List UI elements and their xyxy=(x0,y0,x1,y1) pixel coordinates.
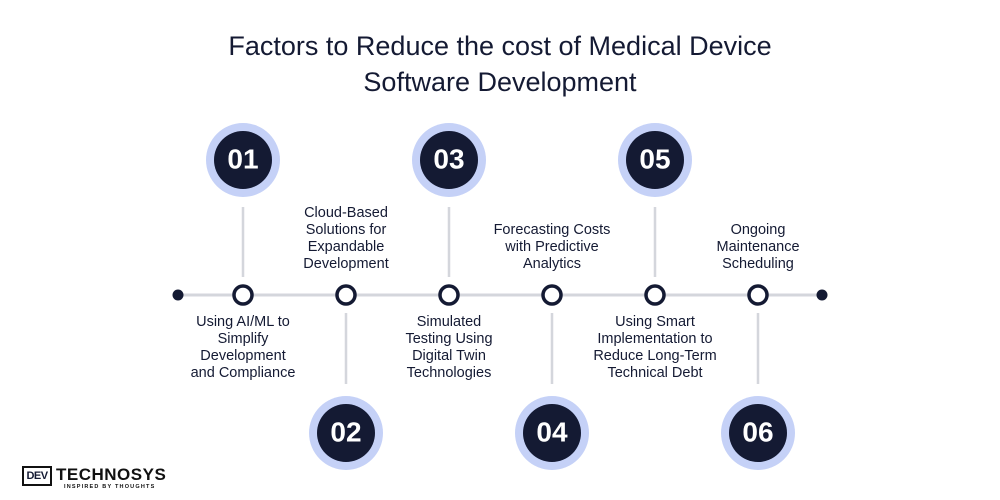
step-label: Ongoing Maintenance Scheduling xyxy=(673,222,843,273)
timeline-start-dot xyxy=(172,289,184,301)
step-label-line: Using AI/ML to xyxy=(196,314,290,330)
title-line-2: Software Development xyxy=(363,67,637,97)
step-number: 06 xyxy=(742,416,773,447)
step-label-line: Development xyxy=(200,348,286,364)
step-node xyxy=(644,284,666,306)
step-label-line: Technical Debt xyxy=(607,365,703,381)
step-badge xyxy=(420,131,478,189)
step-number: 01 xyxy=(227,143,258,174)
step-label-line: Maintenance xyxy=(716,239,800,255)
step-label-line: Development xyxy=(303,256,389,272)
step-node xyxy=(541,284,563,306)
step-node xyxy=(747,284,769,306)
step-label: Forecasting Costs with Predictive Analytic… xyxy=(467,222,637,273)
step-label-line: Solutions for xyxy=(305,222,387,238)
step-label: Using AI/ML to Simplify Development and Com… xyxy=(158,314,328,382)
step-number: 05 xyxy=(639,143,670,174)
page-title: Factors to Reduce the cost of Medical De… xyxy=(0,28,1000,100)
step-badge xyxy=(317,404,375,462)
step-label-line: Technologies xyxy=(406,365,492,381)
step-label-line: Forecasting Costs xyxy=(493,222,611,238)
timeline-end-dot xyxy=(816,289,828,301)
step-number: 02 xyxy=(330,416,361,447)
step-label-line: Digital Twin xyxy=(412,348,486,364)
step-label: Cloud-Based Solutions for Expandable Develo… xyxy=(261,205,431,273)
step-label-line: Analytics xyxy=(522,256,582,272)
step-label: Simulated Testing Using Digital Twin Techno… xyxy=(364,314,534,382)
step-label-line: and Compliance xyxy=(190,365,296,381)
step-label-line: Testing Using xyxy=(405,331,493,347)
step-label-line: Ongoing xyxy=(730,222,786,238)
step-node xyxy=(232,284,254,306)
step-label-line: Reduce Long-Term xyxy=(593,348,717,364)
step-badge xyxy=(523,404,581,462)
title-line-1: Factors to Reduce the cost of Medical De… xyxy=(228,31,772,61)
step-label-line: Scheduling xyxy=(722,256,794,272)
step-label-line: Simplify xyxy=(217,331,269,347)
logo-mark: DEV xyxy=(22,466,52,486)
step-badge xyxy=(729,404,787,462)
step-label-line: with Predictive xyxy=(505,239,599,255)
step-number: 04 xyxy=(536,416,568,447)
logo-tagline: INSPIRED BY THOUGHTS xyxy=(64,484,156,490)
step-number: 03 xyxy=(433,143,464,174)
step-label-line: Using Smart xyxy=(615,314,695,330)
step-label: Using Smart Implementation to Reduce Long-… xyxy=(570,314,740,382)
step-badge xyxy=(214,131,272,189)
logo-wordmark: TECHNOSYS xyxy=(56,465,167,484)
step-label-line: Expandable xyxy=(307,239,385,255)
step-label-line: Implementation to xyxy=(597,331,713,347)
company-logo: DEV TECHNOSYS INSPIRED BY THOUGHTS xyxy=(22,465,182,491)
step-node xyxy=(335,284,357,306)
step-label-line: Cloud-Based xyxy=(304,205,388,221)
step-label-line: Simulated xyxy=(416,314,482,330)
step-node xyxy=(438,284,460,306)
step-badge xyxy=(626,131,684,189)
